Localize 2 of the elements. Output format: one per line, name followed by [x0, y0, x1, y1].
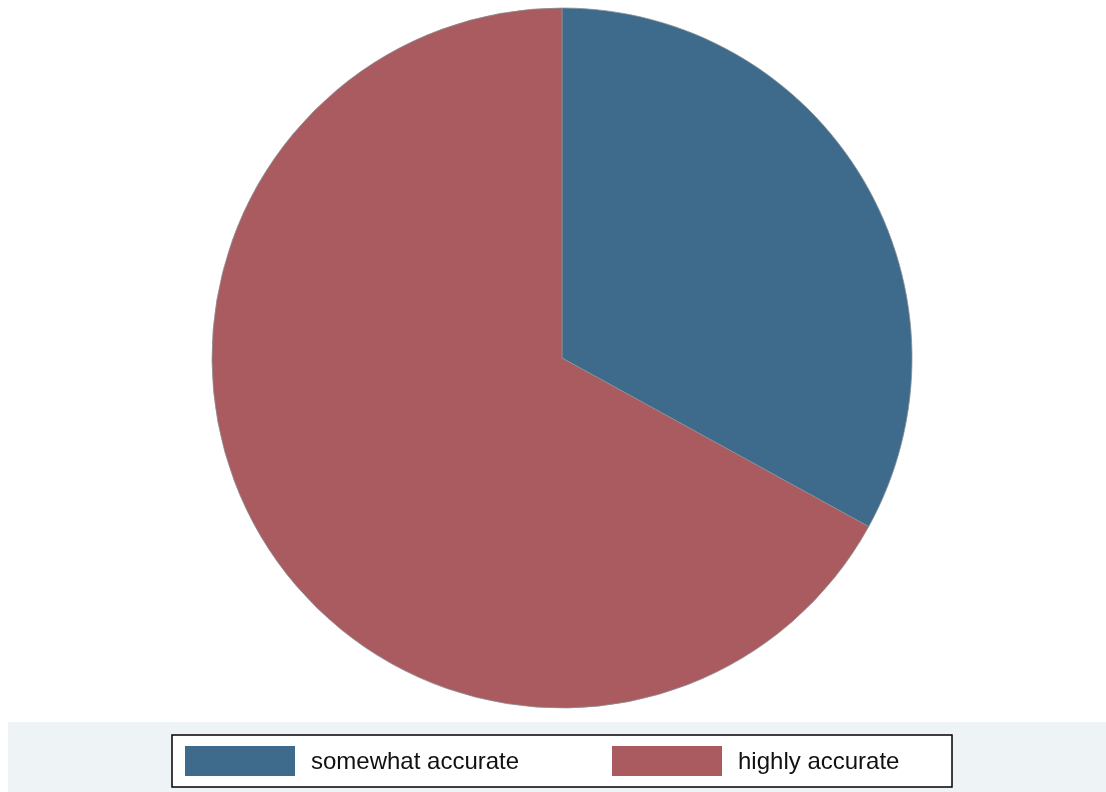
legend-label: highly accurate [738, 747, 900, 774]
legend-label: somewhat accurate [311, 747, 520, 774]
